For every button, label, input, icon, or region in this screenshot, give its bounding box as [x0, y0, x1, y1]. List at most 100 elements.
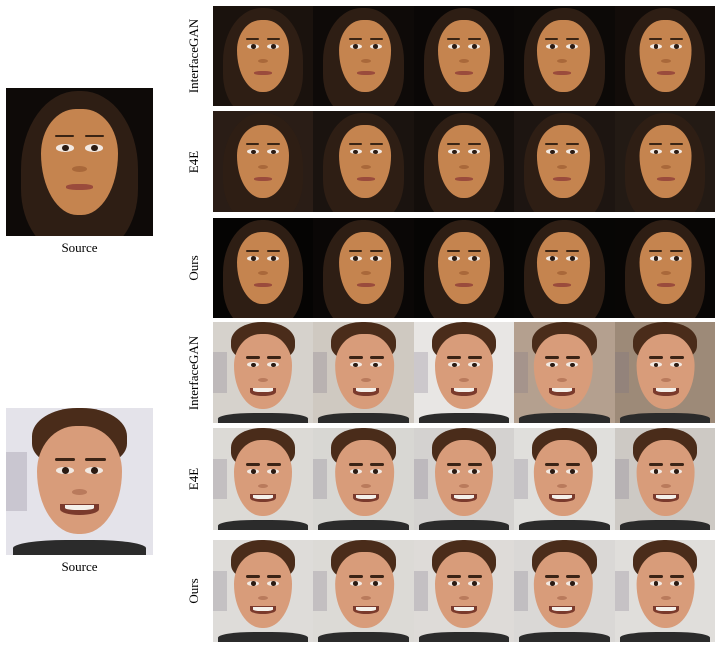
- result-image-r6-c1: [213, 540, 314, 642]
- left-eye: [649, 468, 662, 474]
- face: [234, 334, 293, 409]
- left-eyebrow: [648, 250, 662, 252]
- row-label-2: E4E: [186, 150, 201, 173]
- nose: [458, 484, 470, 489]
- lips: [656, 283, 675, 287]
- right-eye: [267, 580, 280, 586]
- smile: [652, 387, 679, 396]
- face: [639, 125, 692, 198]
- lips: [454, 176, 474, 181]
- right-eyebrow: [566, 356, 581, 360]
- face: [534, 552, 593, 628]
- left-eyebrow: [648, 38, 662, 40]
- nose: [258, 596, 269, 601]
- shirt-collar: [318, 412, 409, 423]
- right-eye: [669, 256, 682, 261]
- right-eyebrow: [669, 38, 683, 40]
- nose: [258, 59, 269, 63]
- face: [338, 20, 391, 92]
- face: [234, 440, 293, 516]
- lips: [254, 176, 273, 181]
- source-photo-2: [6, 408, 153, 555]
- face: [335, 334, 394, 409]
- lips: [356, 71, 375, 75]
- left-eyebrow: [348, 38, 362, 40]
- right-eyebrow: [669, 356, 684, 360]
- source-photo-1: [6, 88, 153, 236]
- result-image-r3-c3: [413, 218, 515, 318]
- nose: [557, 484, 568, 489]
- row-label-1: InterfaceGAN: [186, 18, 201, 94]
- smile: [352, 494, 379, 503]
- right-eyebrow: [566, 462, 581, 466]
- left-eyebrow: [246, 250, 260, 252]
- right-eyebrow: [566, 38, 580, 40]
- result-image-r5-c3: [413, 428, 515, 530]
- result-image-r3-c2: [313, 218, 414, 318]
- left-eye: [349, 256, 362, 261]
- row-1: InterfaceGAN: [180, 6, 715, 106]
- nose: [557, 377, 568, 382]
- lips: [553, 283, 572, 287]
- nose: [660, 164, 671, 169]
- left-eyebrow: [648, 356, 663, 360]
- left-eyebrow: [246, 356, 261, 360]
- backdrop-detail: [313, 352, 328, 393]
- right-eyebrow: [267, 38, 281, 40]
- left-eye: [447, 580, 460, 586]
- right-eye: [468, 44, 481, 49]
- nose: [360, 484, 371, 489]
- lips: [656, 176, 675, 181]
- left-eye: [247, 468, 260, 474]
- shirt-collar: [13, 540, 146, 555]
- backdrop-detail: [514, 458, 529, 500]
- row-2: E4E: [180, 111, 715, 212]
- right-eye: [566, 256, 579, 261]
- left-eye: [349, 149, 362, 155]
- lips: [454, 283, 474, 287]
- left-eye: [649, 44, 662, 49]
- result-image-r4-c1: [213, 322, 314, 423]
- left-eye: [649, 256, 662, 261]
- left-eyebrow: [54, 135, 74, 138]
- face: [434, 334, 494, 409]
- right-eye: [566, 44, 579, 49]
- teeth: [253, 607, 274, 611]
- left-eye: [247, 580, 260, 586]
- right-eyebrow: [566, 250, 580, 252]
- lips: [254, 283, 273, 287]
- left-eyebrow: [348, 250, 362, 252]
- right-eye: [267, 256, 280, 261]
- smile: [250, 494, 277, 503]
- nose: [660, 484, 671, 489]
- result-image-r1-c5: [614, 6, 715, 106]
- shirt-collar: [519, 412, 610, 423]
- left-eye: [649, 149, 662, 155]
- shirt-collar: [519, 519, 610, 530]
- teeth: [655, 388, 676, 393]
- face: [237, 125, 290, 198]
- source-block-1: Source: [6, 88, 153, 256]
- right-eye: [669, 468, 682, 474]
- result-image-r5-c1: [213, 428, 314, 530]
- nose: [660, 377, 671, 382]
- left-eyebrow: [446, 38, 460, 40]
- smile: [549, 606, 576, 615]
- face: [534, 440, 593, 516]
- right-eye: [669, 580, 682, 586]
- face: [338, 125, 391, 198]
- result-image-r4-c5: [614, 322, 715, 423]
- shirt-collar: [418, 519, 510, 530]
- backdrop-detail: [213, 570, 228, 612]
- teeth: [253, 495, 274, 499]
- smile: [60, 503, 99, 516]
- right-eyebrow: [566, 143, 580, 146]
- shirt-collar: [418, 631, 510, 642]
- result-image-r2-c4: [514, 111, 615, 212]
- lips: [553, 176, 572, 181]
- smile: [352, 387, 379, 396]
- face: [639, 20, 692, 92]
- teeth: [454, 388, 474, 393]
- image-strip-2: [213, 111, 715, 212]
- left-eye: [55, 466, 74, 475]
